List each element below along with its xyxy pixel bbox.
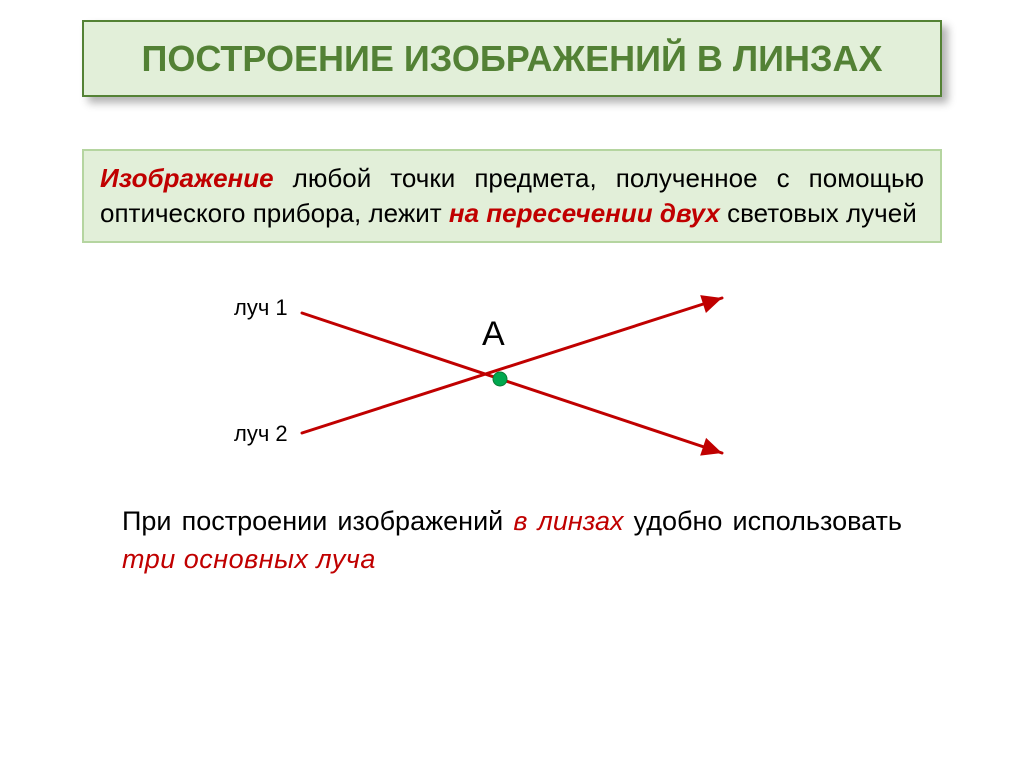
label-ray-1: луч 1 xyxy=(234,295,288,321)
desc-em-intersection: на пересечении двух xyxy=(449,198,720,228)
diagram-svg xyxy=(82,253,942,503)
footer-mid: удобно использовать xyxy=(624,506,903,536)
desc-tail: световых лучей xyxy=(720,198,917,228)
footer-em-lenses: в линзах xyxy=(513,506,623,536)
footer-text: При построении изображений в линзах удоб… xyxy=(122,503,902,579)
footer-em-rays: три основных луча xyxy=(122,544,376,574)
title-block: ПОСТРОЕНИЕ ИЗОБРАЖЕНИЙ В ЛИНЗАХ xyxy=(82,20,942,97)
desc-em-image: Изображение xyxy=(100,163,274,193)
description-text: Изображение любой точки предмета, получе… xyxy=(100,161,924,231)
description-block: Изображение любой точки предмета, получе… xyxy=(82,149,942,243)
label-point-a: A xyxy=(482,315,505,354)
ray-diagram: луч 1 луч 2 A xyxy=(82,253,942,503)
page-title: ПОСТРОЕНИЕ ИЗОБРАЖЕНИЙ В ЛИНЗАХ xyxy=(104,36,920,81)
label-ray-2: луч 2 xyxy=(234,421,288,447)
footer-block: При построении изображений в линзах удоб… xyxy=(122,503,902,579)
footer-lead: При построении изображений xyxy=(122,506,513,536)
